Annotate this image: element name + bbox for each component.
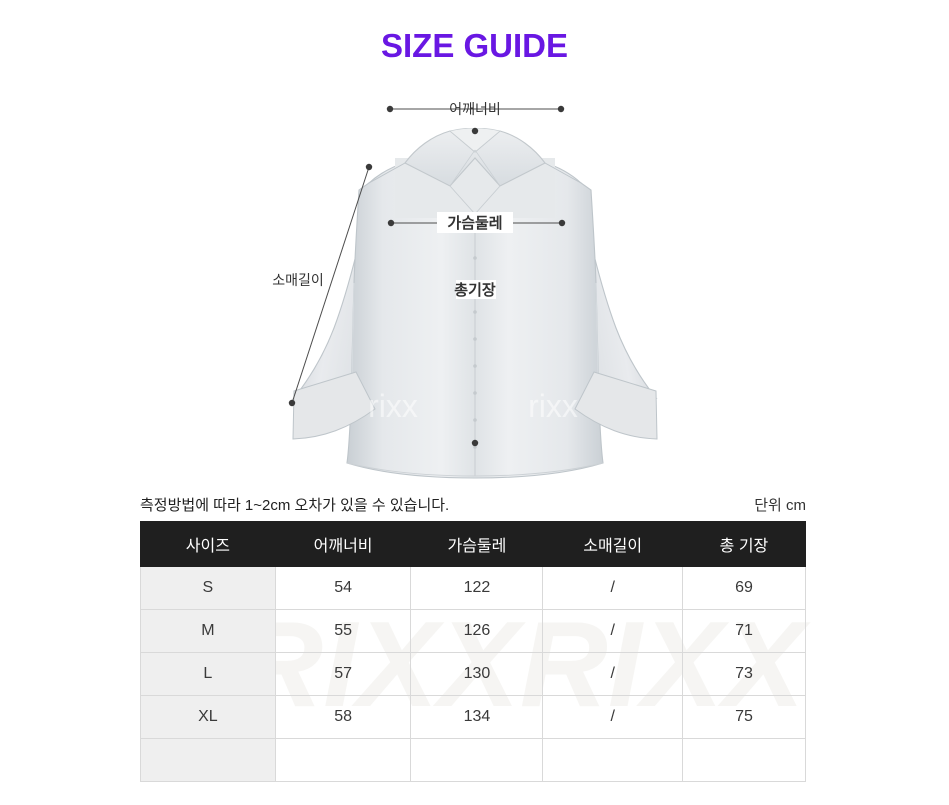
svg-text:소매길이: 소매길이 [272,272,324,288]
svg-text:rixx: rixx [368,388,418,424]
svg-text:어깨너비: 어깨너비 [449,101,501,117]
svg-text:총기장: 총기장 [454,281,496,299]
svg-text:가슴둘레: 가슴둘레 [447,215,502,232]
svg-text:rixx: rixx [528,388,578,424]
